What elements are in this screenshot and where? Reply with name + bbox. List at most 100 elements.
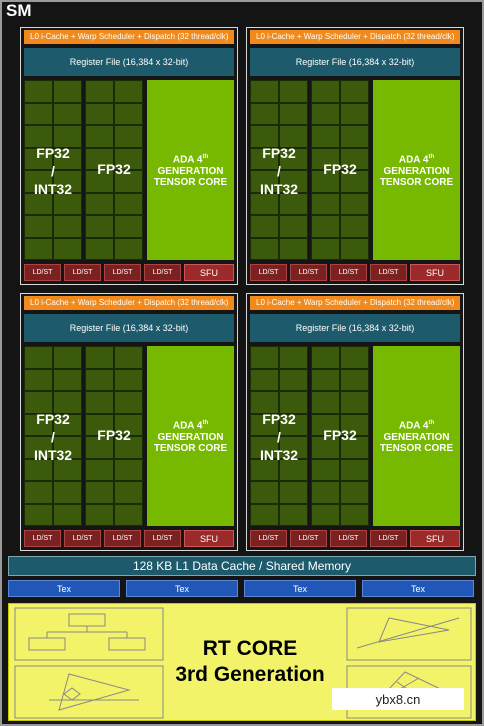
core-cell [24,215,53,238]
core-cell [250,192,279,215]
core-cell [85,503,114,526]
core-cell [114,481,143,504]
dispatch-unit: L0 i-Cache + Warp Scheduler + Dispatch (… [24,296,234,310]
fp32-int32-cores: FP32 / INT32 [24,346,82,526]
core-cell [85,147,114,170]
core-cell [53,503,82,526]
core-cell [311,215,340,238]
core-cell [53,215,82,238]
core-cell [53,346,82,369]
fp32-int32-label: FP32 / INT32 [24,144,82,198]
fp32-int32-label-line: INT32 [259,447,299,463]
ldst-unit: LD/ST [250,530,287,547]
fp32-int32-label-line: / [277,429,281,445]
watermark: ybx8.cn [332,688,464,710]
ldst-unit: LD/ST [24,530,61,547]
tensor-core-line-1: ADA 4th [173,152,208,165]
ldst-unit: LD/ST [24,264,61,281]
tensor-core-line-2: GENERATION [157,431,224,443]
tensor-core: ADA 4th GENERATION TENSOR CORE [373,80,460,260]
core-cell [311,125,340,148]
core-cell [53,170,82,193]
core-cell [250,346,279,369]
core-cell [250,503,279,526]
core-cell [24,125,53,148]
tex-unit-2: Tex [126,580,238,597]
tensor-core-gen: ADA 4 [172,154,203,166]
core-cell [250,170,279,193]
core-cell [114,125,143,148]
core-cell [85,346,114,369]
core-cell [114,80,143,103]
fp32-int32-label-line: / [51,163,55,179]
ldst-unit: LD/ST [290,264,327,281]
core-cell [24,458,53,481]
core-cell [311,413,340,436]
dispatch-unit: L0 i-Cache + Warp Scheduler + Dispatch (… [250,30,460,44]
rt-core-title: RT CORE [202,637,298,660]
core-cell [85,413,114,436]
core-cell [279,102,308,125]
core-cell [340,147,369,170]
core-cell [311,436,340,459]
l1-data-cache: 128 KB L1 Data Cache / Shared Memory [8,556,476,576]
core-cell [340,125,369,148]
core-cell [53,147,82,170]
tensor-core: ADA 4th GENERATION TENSOR CORE [147,80,234,260]
core-cell [114,237,143,260]
core-cell [340,346,369,369]
core-cell [85,215,114,238]
sfu-unit: SFU [410,264,460,281]
fp32-cores: FP32 [85,346,143,526]
core-cell [279,125,308,148]
core-cell [250,458,279,481]
fp32-int32-label-line: FP32 [262,411,296,427]
core-cell [279,192,308,215]
tensor-core: ADA 4th GENERATION TENSOR CORE [373,346,460,526]
ldst-unit: LD/ST [330,530,367,547]
core-cell [279,80,308,103]
tensor-core-gen-suffix: th [202,420,209,427]
core-cell [250,102,279,125]
register-file: Register File (16,384 x 32-bit) [250,48,460,76]
tensor-core-line-1: ADA 4th [399,418,434,431]
core-cell [311,170,340,193]
fp32-cores: FP32 [85,80,143,260]
bvh-tree-icon [14,607,164,661]
core-cell [250,481,279,504]
fp32-int32-label: FP32 / INT32 [250,144,308,198]
core-cell [85,125,114,148]
register-file: Register File (16,384 x 32-bit) [24,314,234,342]
tensor-core-gen: ADA 4 [398,154,429,166]
sfu-unit: SFU [184,530,234,547]
core-cell [340,170,369,193]
core-cell [24,170,53,193]
core-cell [114,368,143,391]
core-cell [24,368,53,391]
core-cell [279,458,308,481]
core-cell [114,147,143,170]
tensor-core-line-2: GENERATION [383,431,450,443]
core-cell [114,192,143,215]
ldst-unit: LD/ST [290,530,327,547]
core-cell [85,436,114,459]
ldst-unit: LD/ST [330,264,367,281]
core-cell [279,346,308,369]
fp32-int32-label: FP32 / INT32 [250,410,308,464]
ldst-unit: LD/ST [144,530,181,547]
core-cell [279,368,308,391]
tex-unit-4: Tex [362,580,474,597]
core-cell [250,237,279,260]
core-cell [311,481,340,504]
core-cell [250,125,279,148]
core-cell [53,125,82,148]
core-cell [53,102,82,125]
tensor-core-gen: ADA 4 [172,420,203,432]
core-cell [24,481,53,504]
core-cell [279,391,308,414]
core-cell [114,215,143,238]
core-cell [250,147,279,170]
core-cell [53,391,82,414]
core-cell [340,215,369,238]
fp32-cores: FP32 [311,80,369,260]
